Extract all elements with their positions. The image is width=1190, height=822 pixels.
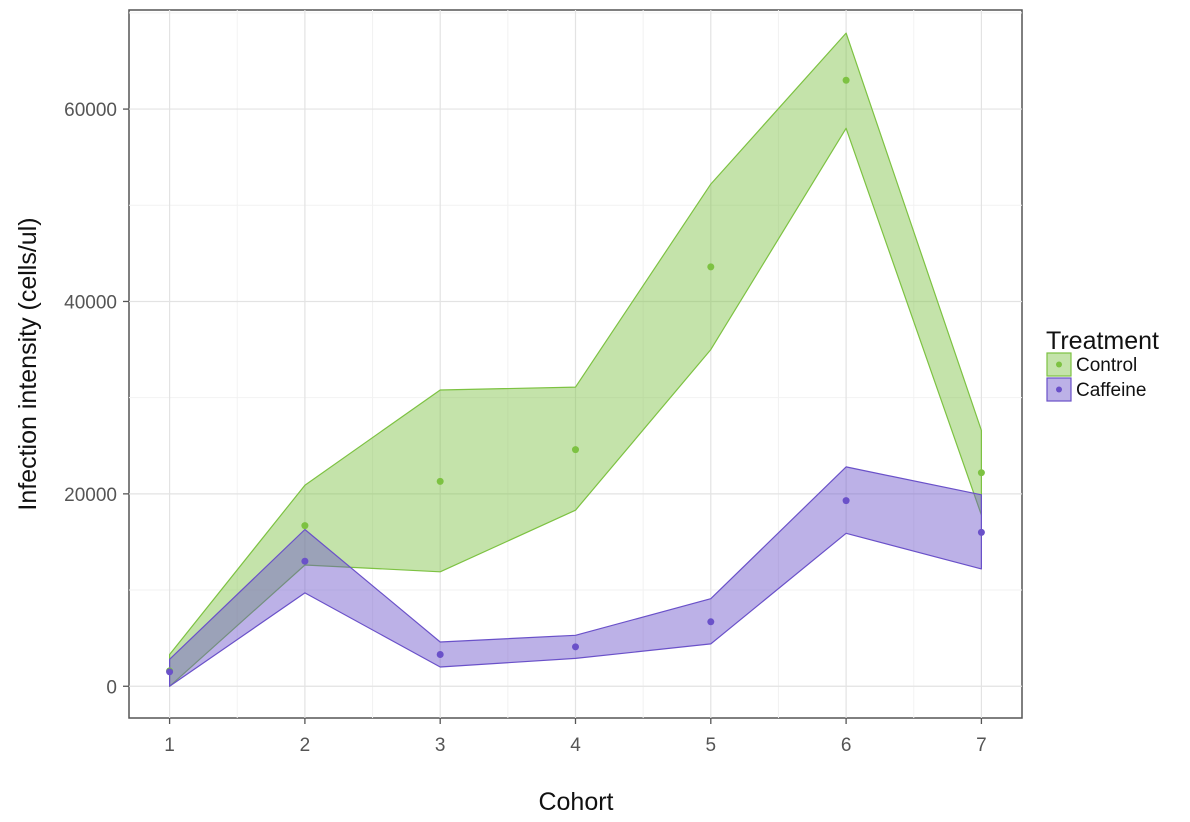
legend-label-caffeine: Caffeine [1076, 380, 1146, 401]
y-tick-label: 20000 [64, 485, 117, 506]
legend-label-control: Control [1076, 355, 1137, 376]
x-tick-label: 3 [435, 735, 446, 756]
point-control [572, 446, 579, 454]
point-control [842, 76, 850, 84]
axis-layer: 0 20000 40000 60000 1 2 3 4 5 6 7 [64, 100, 987, 756]
point-caffeine [977, 528, 985, 536]
point-control [436, 477, 444, 485]
point-layer [166, 76, 985, 676]
point-control [301, 522, 309, 530]
point-caffeine [301, 557, 309, 565]
y-axis-label: Infection intensity (cells/ul) [14, 217, 42, 510]
x-tick-label: 2 [300, 735, 311, 756]
point-caffeine [707, 618, 715, 626]
x-tick-label: 4 [570, 735, 581, 756]
y-tick-label: 40000 [64, 292, 117, 313]
legend-item-caffeine: Caffeine [1046, 377, 1146, 402]
legend-key-point [1056, 386, 1062, 393]
y-tick-label: 0 [106, 677, 117, 698]
y-tick-label: 60000 [64, 100, 117, 121]
x-tick-label: 6 [841, 735, 852, 756]
x-tick-label: 7 [976, 735, 987, 756]
point-caffeine [842, 497, 850, 505]
point-caffeine [572, 643, 579, 651]
point-control [707, 263, 715, 271]
x-tick-label: 5 [706, 735, 717, 756]
x-axis-label: Cohort [538, 788, 613, 816]
legend: Treatment Control Caffeine [1046, 327, 1159, 402]
legend-key-point [1056, 361, 1062, 368]
grid-layer [129, 10, 1022, 718]
point-caffeine [166, 668, 174, 676]
point-caffeine [436, 651, 444, 659]
x-tick-label: 1 [164, 735, 175, 756]
band-layer [169, 32, 983, 687]
legend-item-control: Control [1046, 352, 1137, 377]
band-caffeine [169, 466, 983, 687]
legend-items: Control Caffeine [1046, 352, 1146, 402]
point-control [977, 469, 985, 477]
legend-title: Treatment [1046, 327, 1159, 355]
